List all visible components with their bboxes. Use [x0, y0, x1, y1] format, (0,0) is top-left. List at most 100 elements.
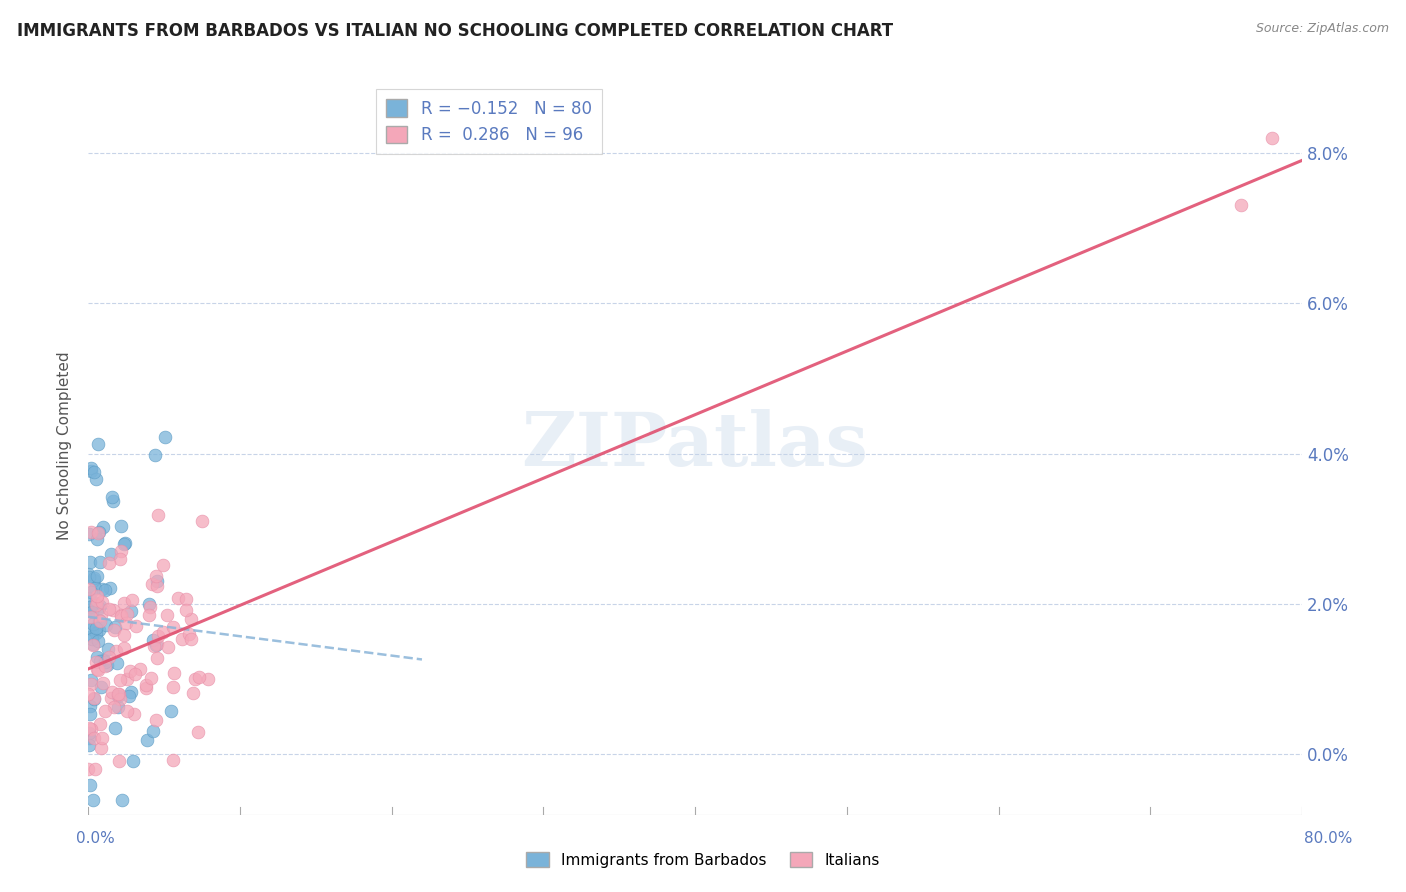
Point	[98, 582, 121, 596]
Point	[90, 608, 112, 623]
Point	[84, 472, 107, 486]
Point	[93, 652, 115, 666]
Point	[153, 430, 176, 444]
Point	[152, 625, 174, 640]
Point	[117, 673, 139, 687]
Point	[86, 625, 108, 640]
Point	[110, 518, 132, 533]
Point	[145, 569, 167, 583]
Point	[80, 673, 103, 688]
Point	[90, 680, 112, 694]
Point	[143, 448, 166, 462]
Point	[91, 582, 114, 596]
Point	[91, 675, 114, 690]
Point	[103, 623, 125, 637]
Point	[83, 574, 105, 588]
Point	[87, 437, 110, 451]
Point	[93, 655, 115, 669]
Point	[86, 649, 108, 664]
Point	[89, 555, 111, 569]
Point	[77, 582, 100, 596]
Point	[191, 514, 214, 528]
Point	[79, 555, 101, 569]
Point	[86, 532, 108, 546]
Point	[84, 596, 107, 610]
Point	[135, 678, 157, 692]
Point	[83, 691, 105, 706]
Point	[111, 792, 134, 806]
Point	[80, 605, 103, 619]
Legend: Immigrants from Barbados, Italians: Immigrants from Barbados, Italians	[520, 846, 886, 873]
Point	[86, 525, 108, 540]
Point	[97, 556, 120, 570]
Point	[77, 570, 100, 584]
Point	[82, 792, 104, 806]
Point	[1230, 198, 1253, 212]
Point	[146, 579, 169, 593]
Point	[84, 581, 107, 595]
Point	[143, 639, 166, 653]
Point	[94, 659, 117, 673]
Point	[125, 618, 148, 632]
Point	[97, 641, 120, 656]
Point	[83, 571, 105, 585]
Point	[77, 527, 100, 541]
Point	[100, 691, 122, 706]
Point	[77, 726, 100, 740]
Point	[146, 650, 169, 665]
Point	[180, 612, 202, 626]
Point	[77, 567, 100, 582]
Point	[89, 613, 111, 627]
Point	[124, 666, 146, 681]
Point	[86, 599, 108, 613]
Point	[146, 574, 169, 588]
Point	[167, 591, 190, 605]
Point	[82, 616, 104, 631]
Point	[118, 689, 141, 703]
Point	[107, 700, 129, 714]
Point	[197, 673, 219, 687]
Point	[83, 731, 105, 745]
Point	[80, 677, 103, 691]
Point	[188, 670, 211, 684]
Point	[96, 617, 118, 632]
Point	[77, 738, 100, 752]
Point	[145, 714, 167, 728]
Point	[177, 627, 200, 641]
Point	[136, 732, 159, 747]
Point	[84, 655, 107, 669]
Point	[112, 641, 135, 656]
Point	[82, 629, 104, 643]
Point	[80, 722, 103, 736]
Point	[159, 704, 181, 718]
Point	[107, 687, 129, 701]
Point	[100, 547, 122, 561]
Point	[156, 608, 179, 623]
Point	[100, 490, 122, 504]
Point	[135, 681, 157, 695]
Point	[115, 616, 138, 631]
Point	[79, 599, 101, 614]
Point	[187, 725, 209, 739]
Point	[83, 763, 105, 777]
Point	[89, 599, 111, 613]
Point	[141, 577, 163, 591]
Point	[82, 637, 104, 651]
Y-axis label: No Schooling Completed: No Schooling Completed	[58, 351, 72, 541]
Point	[80, 609, 103, 624]
Point	[146, 629, 169, 643]
Point	[89, 623, 111, 637]
Point	[108, 687, 131, 701]
Point	[104, 722, 127, 736]
Point	[77, 591, 100, 606]
Point	[120, 685, 142, 699]
Point	[108, 691, 131, 706]
Point	[112, 628, 135, 642]
Point	[162, 753, 184, 767]
Point	[110, 608, 132, 623]
Point	[80, 464, 103, 478]
Point	[114, 536, 136, 550]
Point	[80, 525, 103, 540]
Text: ZIPatlas: ZIPatlas	[522, 409, 869, 483]
Point	[105, 656, 128, 670]
